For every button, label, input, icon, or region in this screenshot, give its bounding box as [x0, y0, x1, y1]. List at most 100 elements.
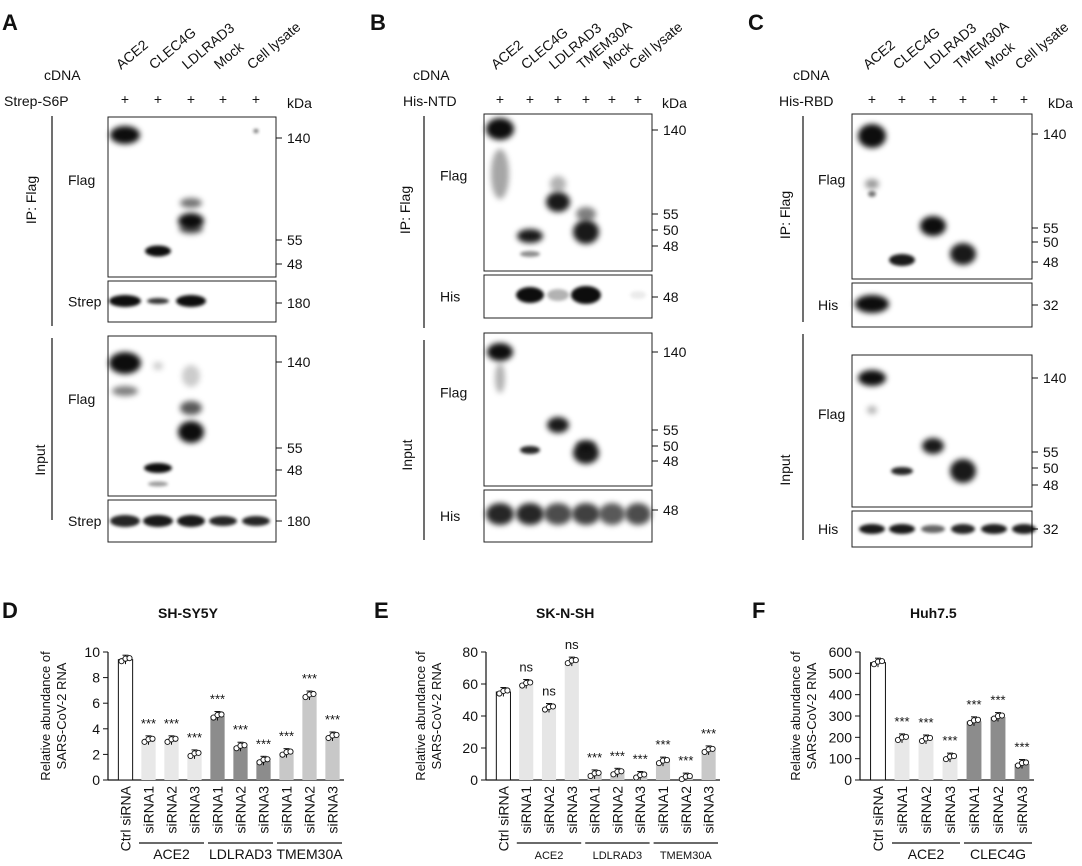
- panel-letter-D: D: [2, 598, 18, 623]
- protein-band: [145, 245, 171, 257]
- kda-marker: 55: [663, 422, 679, 438]
- kda-label: kDa: [1048, 95, 1073, 111]
- panel-letter-F: F: [752, 598, 765, 623]
- cdna-label: cDNA: [793, 67, 830, 83]
- protein-band: [922, 438, 944, 454]
- group-label: TMEM30A: [276, 846, 343, 862]
- plus-sign: +: [868, 91, 876, 107]
- protein-band: [180, 401, 202, 415]
- bar: [117, 659, 134, 781]
- protein-band: [544, 503, 572, 525]
- significance-label: ***: [918, 715, 933, 730]
- bait-label: Strep-S6P: [4, 93, 69, 109]
- kda-marker: 55: [287, 440, 303, 456]
- kda-marker: 55: [287, 232, 303, 248]
- kda-marker: 55: [663, 206, 679, 222]
- blot-antibody-label: Flag: [440, 168, 467, 184]
- plus-sign: +: [187, 91, 195, 107]
- kda-marker: 50: [1043, 460, 1059, 476]
- protein-band: [981, 524, 1007, 534]
- protein-band: [855, 295, 889, 313]
- bar: [233, 746, 248, 780]
- x-category-label: siRNA1: [279, 786, 295, 834]
- significance-label: ***: [210, 692, 225, 707]
- bar: [655, 761, 671, 780]
- protein-band: [495, 363, 505, 393]
- protein-band: [1012, 524, 1036, 534]
- bar: [870, 662, 886, 781]
- y-tick-label: 10: [84, 644, 100, 660]
- data-point: [287, 748, 294, 755]
- y-axis-label: Relative abundance of: [788, 651, 803, 781]
- lane-label: ACE2: [113, 36, 151, 72]
- cdna-label: cDNA: [413, 67, 450, 83]
- protein-band: [889, 254, 915, 266]
- y-tick-label: 400: [829, 687, 853, 703]
- data-point: [504, 687, 511, 694]
- kda-marker: 48: [1043, 254, 1059, 270]
- x-category-label: siRNA3: [942, 786, 958, 834]
- protein-band: [177, 515, 205, 527]
- protein-band: [889, 524, 915, 534]
- blot-antibody-label: Flag: [68, 172, 95, 188]
- x-category-label: siRNA2: [609, 786, 625, 834]
- significance-label: ***: [187, 730, 202, 745]
- protein-band: [951, 524, 975, 534]
- y-tick-label: 8: [92, 670, 100, 686]
- bar: [325, 736, 340, 780]
- significance-label: ***: [325, 712, 340, 727]
- bar: [164, 740, 179, 780]
- x-category-label: siRNA2: [918, 786, 934, 834]
- protein-band: [868, 191, 876, 197]
- kda-marker: 48: [663, 289, 679, 305]
- data-point: [1022, 759, 1030, 766]
- plus-sign: +: [554, 91, 562, 107]
- plus-sign: +: [121, 91, 129, 107]
- kda-marker: 48: [663, 238, 679, 254]
- data-point: [218, 711, 225, 718]
- y-tick-label: 600: [829, 644, 853, 660]
- bar: [302, 695, 317, 780]
- kda-marker: 50: [1043, 234, 1059, 250]
- x-category-label: siRNA2: [164, 786, 180, 834]
- protein-band: [143, 515, 173, 527]
- protein-band: [112, 386, 138, 396]
- blot-strip: Flag 140 55 48: [68, 335, 311, 497]
- protein-band: [950, 243, 976, 265]
- group-label: ACE2: [535, 850, 564, 862]
- plus-sign: +: [1020, 91, 1028, 107]
- plus-sign: +: [634, 91, 642, 107]
- significance-label: ***: [587, 750, 602, 765]
- plus-sign: +: [496, 91, 504, 107]
- plus-sign: +: [252, 91, 260, 107]
- panel-letter-B: B: [370, 10, 386, 35]
- blot-antibody-label: His: [818, 297, 838, 313]
- significance-label: ***: [942, 733, 957, 748]
- y-axis-label: SARS-CoV-2 RNA: [804, 662, 819, 769]
- plus-sign: +: [582, 91, 590, 107]
- data-point: [310, 690, 317, 698]
- bar: [990, 717, 1006, 780]
- y-tick-label: 100: [829, 751, 853, 767]
- bait-label: His-RBD: [779, 93, 833, 109]
- significance-label: ns: [565, 637, 579, 652]
- blot-antibody-label: Flag: [818, 172, 845, 188]
- protein-band: [179, 224, 203, 234]
- protein-band: [891, 467, 913, 475]
- protein-band: [520, 446, 540, 454]
- protein-band: [178, 421, 204, 443]
- x-category-label: siRNA1: [894, 786, 910, 834]
- protein-band: [209, 516, 237, 526]
- protein-band: [486, 503, 514, 525]
- protein-band: [865, 179, 879, 189]
- x-category-label: siRNA3: [632, 786, 648, 834]
- x-category-label: Ctrl siRNA: [118, 785, 134, 851]
- protein-band: [109, 352, 141, 374]
- significance-label: ***: [701, 726, 716, 741]
- blot-antibody-label: His: [818, 521, 838, 537]
- panel-letter-A: A: [2, 10, 18, 35]
- x-category-label: siRNA3: [256, 786, 272, 834]
- plus-sign: +: [929, 91, 937, 107]
